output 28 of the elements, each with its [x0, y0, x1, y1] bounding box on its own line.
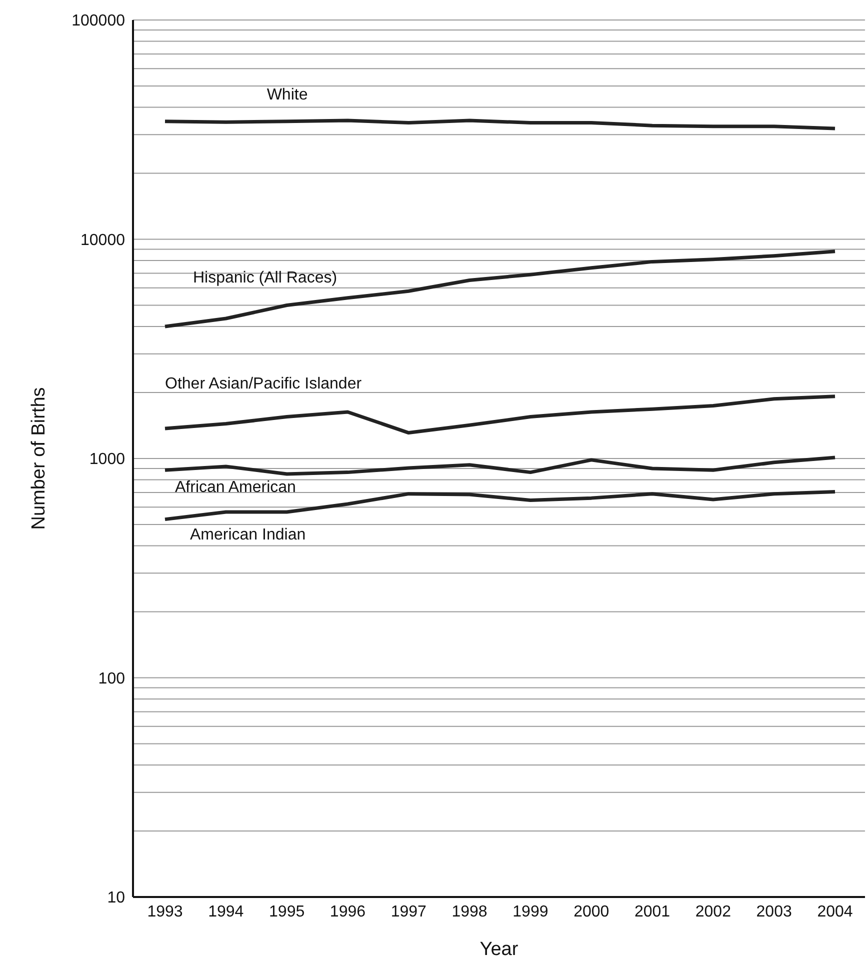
x-tick-label: 1993 [147, 903, 183, 920]
y-tick-label: 100 [98, 670, 126, 688]
x-tick-label: 2002 [695, 903, 732, 920]
line-series [163, 456, 837, 476]
series-label: American Indian [190, 526, 306, 544]
x-axis-title: Year [480, 939, 519, 960]
x-tick-label: 1998 [452, 903, 488, 920]
series-label: Hispanic (All Races) [193, 270, 338, 286]
y-tick-label: 10 [107, 890, 126, 907]
series-label: Other Asian/Pacific Islander [165, 376, 362, 393]
x-tick-label: 2004 [817, 903, 853, 920]
y-tick-label: 100000 [72, 12, 126, 30]
x-tick-label: 1995 [269, 903, 305, 920]
x-tick-label: 2000 [574, 903, 610, 920]
x-tick-label: 1996 [330, 903, 366, 920]
y-tick-label: 10000 [80, 232, 126, 249]
line-series [163, 118, 837, 130]
y-axis-title: Number of Births [28, 387, 50, 530]
x-tick-label: 1997 [390, 903, 427, 920]
x-tick-label: 1994 [208, 903, 244, 920]
x-tick-label: 2001 [634, 903, 670, 920]
y-tick-label: 1000 [89, 451, 126, 468]
series-label: African American [175, 479, 296, 496]
x-tick-label: 1999 [512, 903, 548, 920]
line-series [163, 394, 837, 435]
line-series [163, 250, 837, 328]
x-tick-label: 2003 [756, 903, 792, 920]
series-label: White [266, 86, 308, 104]
